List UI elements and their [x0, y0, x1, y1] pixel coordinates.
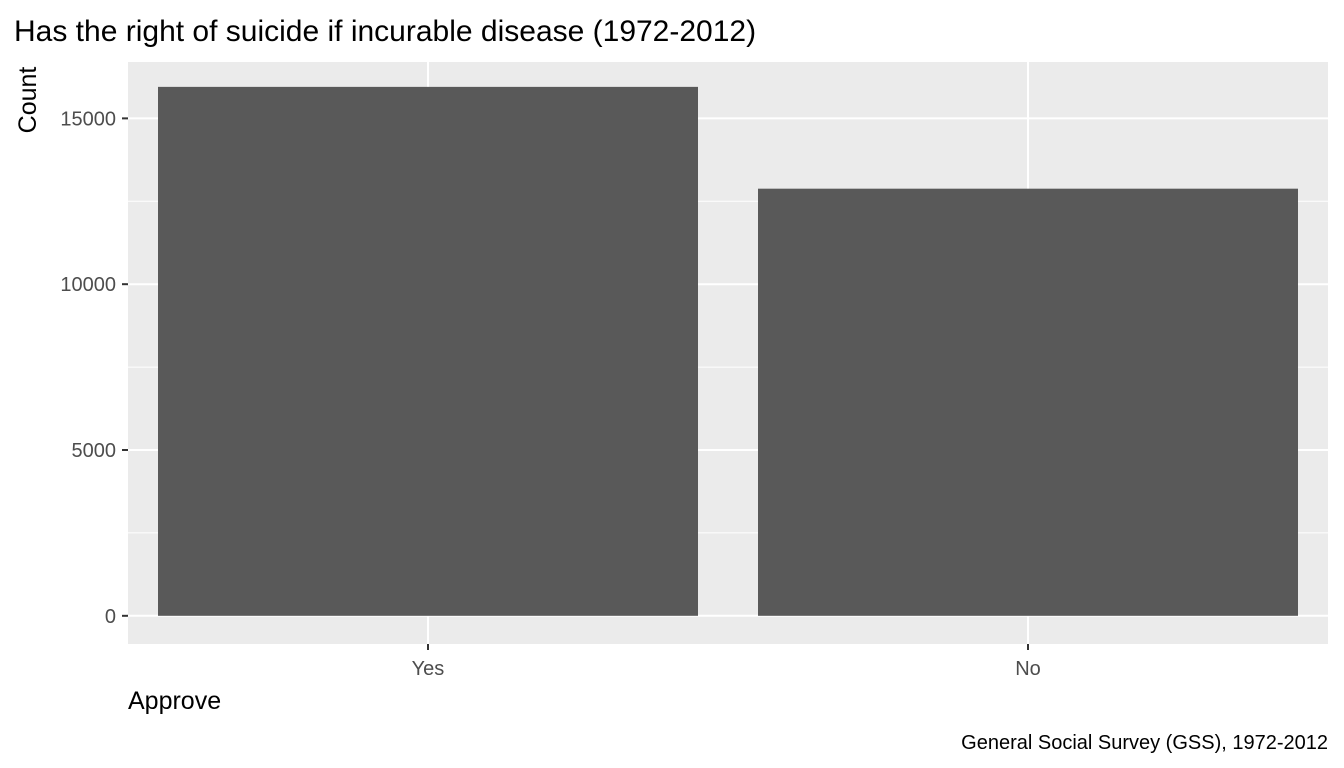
x-tick-label: No [1015, 658, 1041, 680]
chart-caption: General Social Survey (GSS), 1972-2012 [961, 732, 1328, 754]
x-tick-label: Yes [412, 658, 445, 680]
y-axis-title: Count [14, 67, 42, 134]
y-tick-label: 0 [105, 606, 116, 628]
bar-no [758, 188, 1298, 616]
chart-title: Has the right of suicide if incurable di… [14, 15, 756, 48]
y-tick-label: 5000 [72, 440, 117, 462]
y-tick-label: 10000 [60, 274, 116, 296]
x-axis: Yes No [412, 644, 1041, 680]
bars [158, 86, 1298, 616]
x-axis-title: Approve [128, 687, 221, 715]
bar-yes [158, 86, 698, 616]
y-tick-label: 15000 [60, 108, 116, 130]
y-axis: 0 5000 10000 15000 [60, 108, 128, 628]
